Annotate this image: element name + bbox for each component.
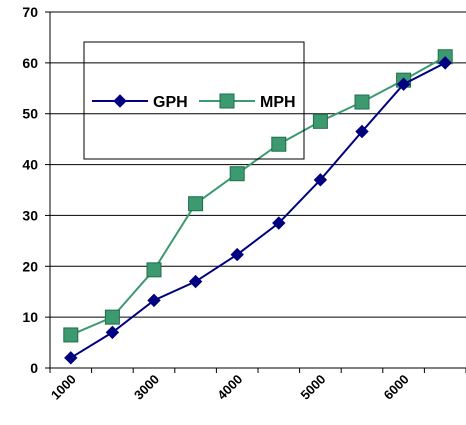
data-point-mph: [354, 94, 370, 110]
legend-label-mph: MPH: [260, 94, 296, 111]
data-point-gph: [230, 247, 244, 262]
x-tick-label: 5000: [297, 372, 328, 403]
legend-marker-gph: [113, 94, 127, 108]
x-tick-label: 4000: [214, 372, 245, 403]
data-point-mph: [188, 196, 204, 212]
x-tick-label: 3000: [131, 372, 162, 403]
data-point-mph: [63, 327, 79, 343]
data-point-gph: [105, 325, 120, 340]
axes: 0 10 20 30 40 50 60 70 1000 3000 4000 5000 6000: [22, 4, 466, 403]
legend-box: [83, 41, 305, 160]
y-tick-label: 60: [22, 55, 38, 71]
data-point-gph: [313, 173, 328, 187]
data-point-mph: [146, 262, 162, 278]
data-point-gph: [147, 293, 161, 308]
data-point-mph: [271, 136, 287, 152]
data-point-gph: [355, 124, 369, 139]
x-tick-label: 6000: [381, 372, 412, 403]
data-point-gph: [396, 77, 411, 91]
x-tick-label: 1000: [48, 372, 79, 403]
data-point-mph: [312, 113, 328, 129]
legend: GPH MPH: [83, 41, 305, 160]
series-line-mph: [70, 55, 446, 336]
data-point-mph: [229, 166, 245, 182]
y-tick-label: 40: [22, 157, 38, 173]
y-tick-label: 50: [22, 106, 38, 122]
data-point-gph: [272, 216, 286, 230]
y-tick-label: 30: [22, 207, 38, 223]
data-point-mph: [104, 309, 120, 325]
legend-marker-mph: [219, 93, 235, 109]
data-point-gph: [64, 351, 78, 365]
y-tick-label: 70: [22, 4, 38, 20]
gridlines: [50, 11, 466, 318]
y-tick-label: 20: [22, 258, 38, 274]
y-tick-label: 0: [30, 360, 38, 376]
y-tick-label: 10: [22, 309, 38, 325]
data-point-gph: [188, 274, 203, 289]
legend-label-gph: GPH: [153, 94, 188, 111]
series-line-gph: [70, 61, 446, 359]
data-point-gph: [438, 56, 452, 70]
series-layer: [63, 49, 453, 365]
